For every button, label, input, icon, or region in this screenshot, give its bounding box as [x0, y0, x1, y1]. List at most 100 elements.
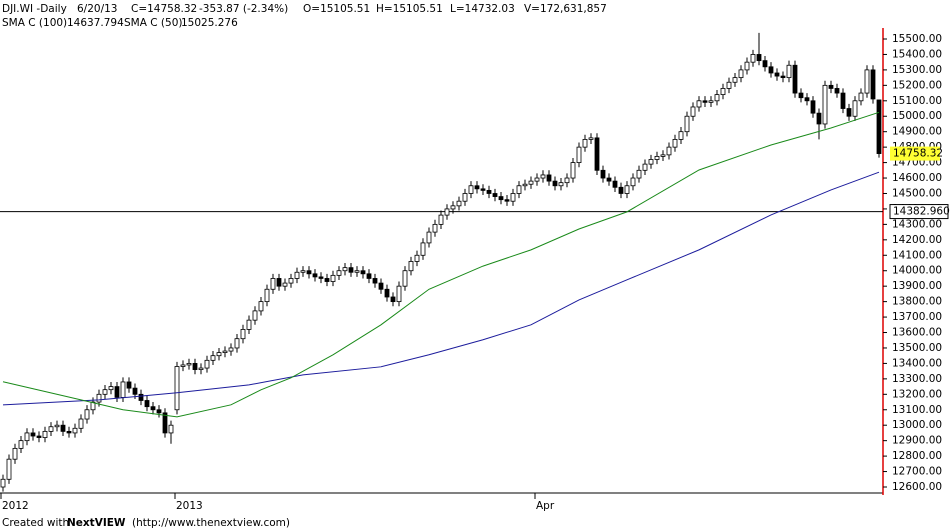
candle-body — [360, 270, 366, 275]
candle-body — [336, 270, 342, 276]
candle-body — [174, 366, 180, 411]
candle-body — [498, 196, 504, 201]
reference-label-box — [889, 204, 949, 220]
candle-body — [198, 367, 204, 370]
candle-body — [354, 270, 360, 273]
candle-body — [666, 146, 672, 156]
y-tick-label: 14300.00 — [892, 218, 942, 230]
candle-body — [84, 409, 90, 420]
candle-body — [210, 355, 216, 361]
candle-body — [180, 364, 186, 367]
y-tick-label: 13400.00 — [892, 357, 942, 369]
candle-body — [120, 381, 126, 398]
candle-body — [234, 338, 240, 349]
candle-body — [390, 296, 396, 303]
candle-body — [132, 387, 138, 395]
candle-body — [750, 54, 756, 63]
candle-body — [618, 186, 624, 194]
y-tick-label: 13200.00 — [892, 388, 942, 400]
candle-body — [462, 193, 468, 202]
candle-body — [348, 267, 354, 273]
candle-body — [708, 100, 714, 103]
candle-body — [804, 97, 810, 102]
footer-brand: NextVIEW — [67, 517, 126, 529]
candle-body — [450, 205, 456, 210]
y-tick-label: 14100.00 — [892, 249, 942, 261]
candle-body — [558, 182, 564, 187]
candle-body — [456, 200, 462, 207]
candle-body — [600, 169, 606, 179]
candle-body — [876, 99, 882, 154]
y-tick-label: 12600.00 — [892, 481, 942, 493]
candle-body — [660, 154, 666, 157]
candle-body — [738, 69, 744, 79]
candle-body — [42, 430, 48, 438]
candle-body — [768, 66, 774, 74]
y-tick-label: 13100.00 — [892, 404, 942, 416]
y-tick-label: 14200.00 — [892, 234, 942, 246]
candle-body — [780, 75, 786, 79]
y-tick-label: 13000.00 — [892, 419, 942, 431]
candle-body — [216, 352, 222, 357]
candle-body — [852, 100, 858, 117]
candle-body — [90, 401, 96, 411]
candle-body — [402, 270, 408, 287]
candle-body — [168, 424, 174, 434]
candle-body — [864, 69, 870, 94]
y-tick-label: 15200.00 — [892, 79, 942, 91]
candle-body — [378, 282, 384, 290]
candle-body — [774, 72, 780, 77]
candle-body — [414, 254, 420, 262]
candle-body — [648, 159, 654, 165]
candle-body — [444, 208, 450, 216]
x-tick-label: 2012 — [2, 500, 29, 512]
candle-body — [288, 278, 294, 284]
candle-body — [486, 189, 492, 194]
candle-body — [342, 267, 348, 272]
y-tick-label: 13700.00 — [892, 311, 942, 323]
candle-body — [744, 61, 750, 71]
candle-body — [870, 69, 876, 100]
date: 6/20/13 — [77, 3, 117, 15]
candle-body — [408, 261, 414, 272]
sma-line — [2, 111, 880, 418]
candle-body — [480, 188, 486, 191]
y-tick-label: 15400.00 — [892, 48, 942, 60]
candle-body — [192, 363, 198, 370]
legend-name: SMA C (100) — [2, 17, 67, 29]
sma-line — [2, 171, 880, 406]
candle-body — [324, 278, 330, 282]
low-text: L=14732.03 — [450, 3, 515, 15]
candle-body — [438, 214, 444, 225]
candle-body — [126, 381, 132, 389]
candle-body — [18, 440, 24, 449]
y-tick-label: 15500.00 — [892, 33, 942, 45]
candle-body — [552, 180, 558, 187]
candle-body — [60, 424, 66, 432]
candle-body — [798, 92, 804, 99]
legend-value: 14637.794 — [67, 17, 124, 29]
candle-body — [96, 393, 102, 403]
candle-body — [654, 156, 660, 160]
candle-body — [624, 185, 630, 194]
y-tick-label: 14600.00 — [892, 172, 942, 184]
candle-body — [474, 185, 480, 190]
candle-body — [384, 288, 390, 298]
candle-body — [138, 393, 144, 401]
candle-body — [432, 223, 438, 233]
candle-body — [270, 278, 276, 290]
candle-body — [150, 406, 156, 411]
candle-body — [396, 285, 402, 303]
legend-name: SMA C (50) — [124, 17, 182, 29]
candle-body — [858, 92, 864, 102]
candle-body — [846, 108, 852, 117]
candle-body — [6, 458, 12, 480]
candle-body — [810, 100, 816, 114]
candle-body — [294, 271, 300, 279]
candle-body — [12, 447, 18, 460]
candle-body — [540, 174, 546, 179]
candle-body — [636, 169, 642, 179]
y-tick-label: 14500.00 — [892, 187, 942, 199]
candle-body — [564, 177, 570, 184]
